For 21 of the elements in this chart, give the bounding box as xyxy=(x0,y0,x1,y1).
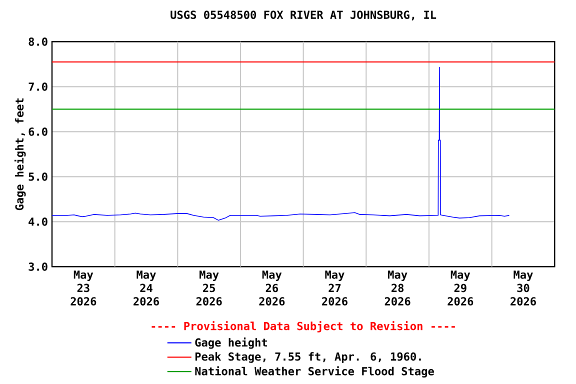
y-tick-label: 7.0 xyxy=(28,82,48,91)
x-tick-label: May 26 2026 xyxy=(259,270,285,306)
chart-title: USGS 05548500 FOX RIVER AT JOHNSBURG, IL xyxy=(170,10,436,20)
x-tick-label: May 23 2026 xyxy=(70,270,96,306)
legend-label: Peak Stage, 7.55 ft, Apr. 6, 1960. xyxy=(195,352,421,363)
y-tick-label: 8.0 xyxy=(28,37,48,46)
text: ---- Provisional Data Subject to Revision ---- xyxy=(152,321,455,332)
x-tick-label: May 25 2026 xyxy=(196,270,222,306)
x-tick-label: May 27 2026 xyxy=(322,270,348,306)
x-tick-label: May 28 2026 xyxy=(384,270,410,306)
x-tick-label: May 29 2026 xyxy=(448,270,474,306)
y-tick-label: 6.0 xyxy=(28,127,48,136)
y-tick-label: 5.0 xyxy=(28,172,48,181)
x-tick-label: May 24 2026 xyxy=(134,270,159,306)
legend-label: Gage height xyxy=(195,338,267,349)
y-axis-title: Gage height, feet xyxy=(14,98,26,210)
x-tick-label: May 30 2026 xyxy=(510,270,536,306)
y-tick-label: 4.0 xyxy=(28,217,48,226)
line-series xyxy=(52,66,510,221)
legend-label: National Weather Service Flood Stage xyxy=(195,366,434,378)
y-tick-label: 3.0 xyxy=(28,262,48,271)
